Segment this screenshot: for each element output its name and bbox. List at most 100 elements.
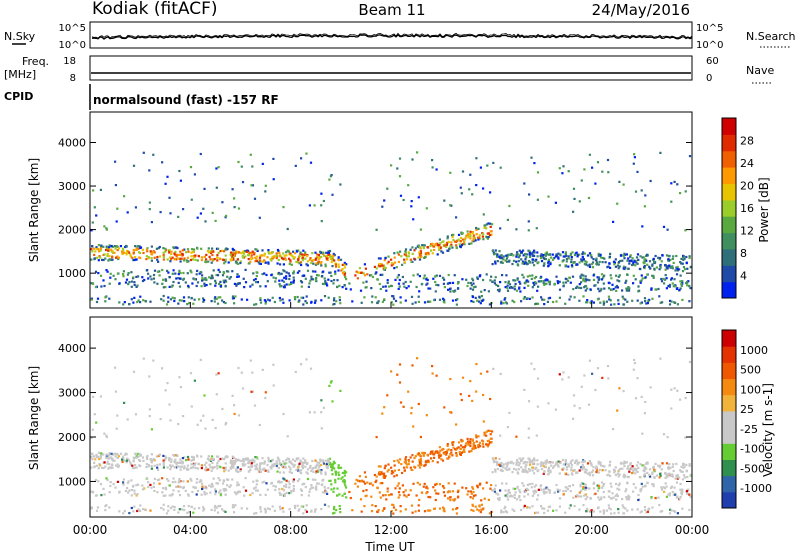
heatmap-cell <box>100 245 103 248</box>
heatmap-cell <box>443 452 446 455</box>
heatmap-cell <box>340 477 343 480</box>
heatmap-cell <box>549 263 552 266</box>
heatmap-cell <box>105 247 108 250</box>
heatmap-cell <box>379 257 382 260</box>
heatmap-cell <box>130 506 133 510</box>
heatmap-cell <box>472 286 475 289</box>
heatmap-cell <box>568 485 571 488</box>
heatmap-cell <box>398 285 401 288</box>
heatmap-cell <box>199 271 202 274</box>
heatmap-cell <box>426 487 429 490</box>
heatmap-cell <box>594 467 598 470</box>
heatmap-cell <box>460 438 463 442</box>
heatmap-cell <box>536 251 539 254</box>
heatmap-cell <box>494 457 497 460</box>
heatmap-cell <box>664 476 667 479</box>
heatmap-cell <box>684 229 687 232</box>
heatmap-cell <box>686 267 689 270</box>
heatmap-cell <box>113 459 116 462</box>
heatmap-cell <box>320 463 323 466</box>
heatmap-cell <box>397 287 400 290</box>
heatmap-cell <box>419 228 422 231</box>
heatmap-cell <box>456 282 460 285</box>
heatmap-cell <box>186 248 190 251</box>
heatmap-cell <box>531 258 534 261</box>
heatmap-cell <box>583 494 586 497</box>
heatmap-cell <box>136 245 139 248</box>
heatmap-cell <box>676 477 679 480</box>
heatmap-cell <box>422 247 425 250</box>
colorbar-swatch <box>722 232 736 250</box>
heatmap-cell <box>434 451 437 454</box>
heatmap-cell <box>688 463 691 466</box>
heatmap-cell <box>238 490 241 493</box>
heatmap-cell <box>562 255 565 258</box>
heatmap-cell <box>329 479 332 482</box>
heatmap-cell <box>130 488 134 492</box>
heatmap-cell <box>320 261 323 264</box>
heatmap-cell <box>236 484 239 487</box>
heatmap-cell <box>475 233 478 236</box>
heatmap-cell <box>282 301 285 304</box>
heatmap-cell <box>688 285 691 288</box>
heatmap-cell <box>485 481 488 484</box>
heatmap-cell <box>196 489 200 492</box>
heatmap-cell <box>640 301 643 304</box>
heatmap-cell <box>205 461 208 464</box>
heatmap-cell <box>562 467 565 470</box>
heatmap-cell <box>679 482 682 485</box>
heatmap-cell <box>463 448 466 451</box>
heatmap-cell <box>469 380 472 383</box>
heatmap-cell <box>417 256 420 259</box>
heatmap-cell <box>654 462 657 465</box>
heatmap-cell <box>300 363 303 366</box>
heatmap-cell <box>601 261 604 264</box>
heatmap-cell <box>258 464 262 467</box>
heatmap-cell <box>108 255 111 258</box>
heatmap-cell <box>612 220 615 223</box>
heatmap-cell <box>484 224 487 227</box>
heatmap-cell <box>544 252 547 255</box>
heatmap-cell <box>304 277 307 280</box>
heatmap-cell <box>528 463 532 466</box>
heatmap-cell <box>469 281 472 285</box>
heatmap-cell <box>179 179 182 182</box>
heatmap-cell <box>104 505 107 508</box>
heatmap-cell <box>310 486 313 489</box>
heatmap-cell <box>178 480 181 483</box>
heatmap-cell <box>427 495 430 499</box>
heatmap-cell <box>498 250 501 253</box>
heatmap-cell <box>427 253 430 256</box>
x-tick-label: 04:00 <box>173 523 208 537</box>
heatmap-cell <box>265 482 268 485</box>
heatmap-cell <box>540 488 543 491</box>
heatmap-cell <box>580 466 583 469</box>
heatmap-cell <box>284 258 287 261</box>
heatmap-cell <box>602 301 606 304</box>
heatmap-cell <box>632 368 635 371</box>
heatmap-cell <box>635 256 639 259</box>
heatmap-cell <box>114 390 117 393</box>
heatmap-cell <box>217 166 220 169</box>
heatmap-cell <box>267 460 270 463</box>
heatmap-cell <box>206 457 209 461</box>
heatmap-cell <box>659 464 662 467</box>
heatmap-cell <box>98 250 101 253</box>
heatmap-cell <box>405 463 408 466</box>
heatmap-cell <box>364 286 367 289</box>
heatmap-cell <box>502 302 505 305</box>
heatmap-cell <box>362 281 365 284</box>
heatmap-cell <box>251 165 254 168</box>
heatmap-cell <box>525 261 528 265</box>
heatmap-cell <box>621 504 624 507</box>
heatmap-cell <box>170 258 173 261</box>
heatmap-cell <box>526 297 529 300</box>
heatmap-cell <box>615 493 618 496</box>
heatmap-cell <box>92 455 95 458</box>
heatmap-cell <box>269 252 272 255</box>
heatmap-cell <box>91 250 94 253</box>
heatmap-cell <box>516 485 519 488</box>
heatmap-cell <box>471 277 474 280</box>
heatmap-cell <box>279 508 282 511</box>
heatmap-cell <box>570 258 573 261</box>
